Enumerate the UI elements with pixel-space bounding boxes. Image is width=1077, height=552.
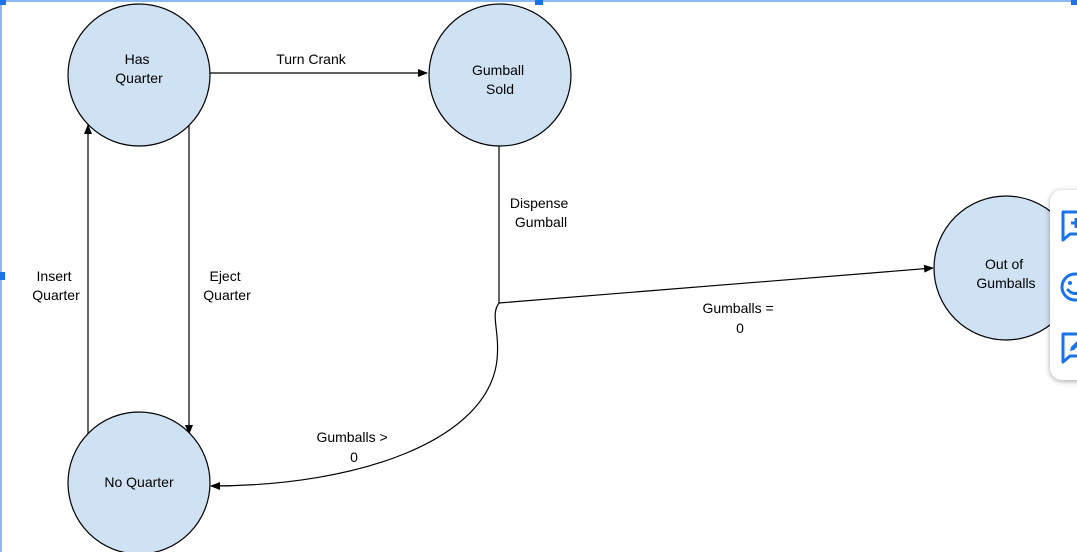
edge-label-gumballs-zero[interactable]: Gumballs = 0 (702, 300, 777, 336)
side-action-panel (1050, 190, 1077, 380)
edge-label-dispense-gumball[interactable]: Dispense Gumball (510, 195, 572, 230)
edge-label-eject-quarter[interactable]: Eject Quarter (203, 268, 251, 303)
state-label: No Quarter (104, 474, 174, 490)
state-label-line: Out of (985, 256, 1023, 272)
edge-gumballs-zero[interactable] (498, 264, 934, 304)
emoji-icon (1060, 272, 1077, 302)
edge-label-line: Quarter (203, 287, 251, 303)
state-label-line: Gumball (472, 62, 524, 78)
state-has-quarter[interactable]: Has Quarter (67, 3, 211, 147)
edge-gumballs-gt-zero[interactable] (210, 302, 500, 490)
state-label: Gumball Sold (472, 62, 528, 97)
edge-label-line: Gumballs = (702, 300, 773, 316)
edge-label-line: 0 (736, 320, 744, 336)
state-label-line: Quarter (115, 70, 163, 86)
edge-label-line: Turn Crank (276, 51, 347, 67)
selection-handle[interactable] (535, 0, 543, 5)
selection-handle[interactable] (0, 272, 5, 280)
edge-label-insert-quarter[interactable]: Insert Quarter (32, 268, 80, 303)
state-label-line: Has (125, 51, 150, 67)
edge-label-line: Eject (209, 268, 240, 284)
state-label-line: No Quarter (104, 474, 174, 490)
edge-label-line: 0 (350, 449, 358, 465)
state-no-quarter[interactable]: No Quarter (67, 411, 211, 552)
state-out-of-gumballs[interactable]: Out of Gumballs (933, 195, 1077, 341)
add-emoji-button[interactable] (1058, 270, 1077, 304)
state-label-line: Gumballs (976, 275, 1035, 291)
edge-label-line: Gumball (515, 214, 567, 230)
suggest-edit-icon (1061, 332, 1077, 364)
state-label: Has Quarter (115, 51, 163, 86)
edge-label-line: Insert (37, 268, 72, 284)
edge-label-line: Gumballs > (316, 429, 387, 445)
selection-handle[interactable] (0, 0, 6, 5)
selection-handle[interactable] (1071, 0, 1077, 5)
suggest-edit-button[interactable] (1058, 330, 1077, 364)
edge-label-line: Dispense (510, 195, 569, 211)
add-comment-button[interactable] (1058, 208, 1077, 242)
edge-label-gumballs-gt-zero[interactable]: Gumballs > 0 (316, 429, 391, 465)
state-gumball-sold[interactable]: Gumball Sold (428, 3, 572, 147)
add-comment-icon (1061, 210, 1077, 242)
edge-label-line: Quarter (32, 287, 80, 303)
edge-label-turn-crank[interactable]: Turn Crank (276, 51, 347, 67)
state-label-line: Sold (486, 81, 514, 97)
state-label: Out of Gumballs (976, 256, 1035, 291)
